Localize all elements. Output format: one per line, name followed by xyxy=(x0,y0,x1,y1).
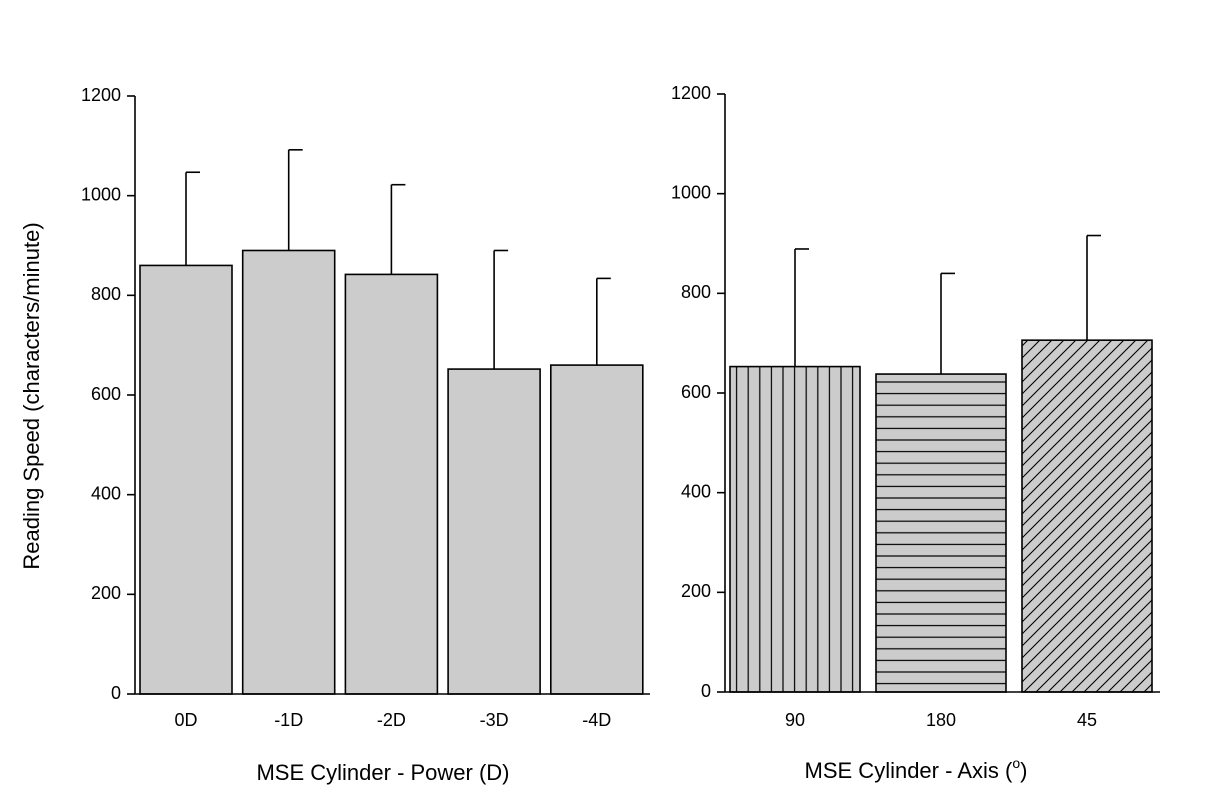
right-plot-area: 90 180 45 0 200 400 600 800 1000 1200 xyxy=(671,83,1160,730)
right-y-tick-label-0: 0 xyxy=(701,681,711,701)
right-bar-2 xyxy=(1021,339,1153,693)
left-bar-4 xyxy=(549,364,644,695)
right-x-axis-title-degree: o xyxy=(1012,755,1020,771)
right-y-tick-label-6: 1200 xyxy=(671,83,711,103)
right-y-tick-label-2: 400 xyxy=(681,481,711,501)
left-y-tick-label-2: 400 xyxy=(91,483,121,503)
left-bar-3 xyxy=(447,368,541,695)
right-bar-0 xyxy=(729,365,861,693)
left-x-tick-label-0: 0D xyxy=(174,710,197,730)
right-y-tick-label-3: 600 xyxy=(681,382,711,402)
left-y-tick-label-1: 200 xyxy=(91,583,121,603)
right-x-axis-title: MSE Cylinder - Axis (o) xyxy=(805,755,1028,783)
left-x-tick-label-3: -3D xyxy=(480,710,509,730)
left-x-tick-label-4: -4D xyxy=(582,710,611,730)
left-x-tick-label-1: -1D xyxy=(274,710,303,730)
left-y-tick-label-6: 1200 xyxy=(81,85,121,105)
right-x-tick-label-2: 45 xyxy=(1077,710,1097,730)
left-y-tick-label-0: 0 xyxy=(111,683,121,703)
right-x-axis-title-suffix: ) xyxy=(1020,758,1027,783)
left-x-tick-label-2: -2D xyxy=(377,710,406,730)
right-x-axis-title-prefix: MSE Cylinder - Axis ( xyxy=(805,758,1013,783)
right-y-tick-label-4: 800 xyxy=(681,282,711,302)
right-y-tick-label-5: 1000 xyxy=(671,182,711,202)
left-y-axis-title: Reading Speed (characters/minute) xyxy=(19,222,44,569)
right-y-tick-label-1: 200 xyxy=(681,581,711,601)
left-bar-0 xyxy=(139,264,233,695)
left-panel: 0D -1D -2D -3D -4D 0 200 400 600 800 1000 1200 Read… xyxy=(19,85,650,785)
left-bar-1 xyxy=(241,249,336,695)
right-bar-1 xyxy=(875,373,1007,693)
left-y-tick-label-3: 600 xyxy=(91,384,121,404)
left-x-axis-title: MSE Cylinder - Power (D) xyxy=(256,760,509,785)
left-plot-area: 0D -1D -2D -3D -4D 0 200 400 600 800 1000 1200 xyxy=(81,85,650,730)
left-y-tick-label-5: 1000 xyxy=(81,184,121,204)
right-panel: 90 180 45 0 200 400 600 800 1000 1200 MSE Cylinde… xyxy=(671,83,1160,783)
left-y-tick-label-4: 800 xyxy=(91,284,121,304)
left-bar-2 xyxy=(344,273,439,695)
right-x-tick-label-0: 90 xyxy=(785,710,805,730)
right-x-tick-label-1: 180 xyxy=(926,710,956,730)
